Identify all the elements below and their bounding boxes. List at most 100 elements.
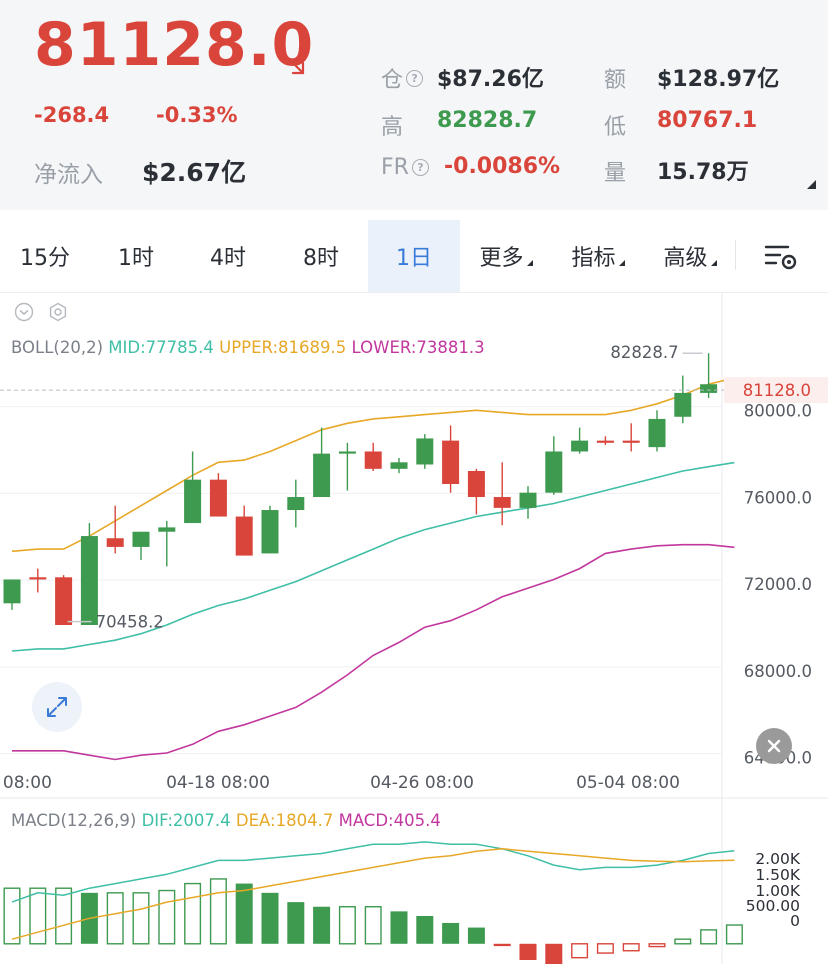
down-right-arrow-icon [287, 57, 305, 75]
macd-histogram-bar [493, 943, 511, 947]
macd-dea-label: DEA:1804.7 [235, 811, 334, 830]
collapse-chevron-icon[interactable] [14, 302, 34, 322]
tab-indicators[interactable]: 指标 [552, 220, 644, 292]
macd-histogram-bar [29, 887, 47, 945]
macd-value-label: MACD:405.4 [338, 811, 441, 830]
boll-mid-label: MID:77785.4 [108, 338, 214, 357]
open-interest-label-text: 仓 [381, 68, 404, 93]
candle-body [209, 479, 227, 517]
tab-label: 8时 [303, 246, 339, 271]
boll-lower-label: LOWER:73881.3 [351, 338, 485, 357]
y-tick-label: 72000.0 [744, 575, 812, 594]
candle-body [648, 418, 666, 448]
chart-settings-icon[interactable] [762, 240, 802, 274]
candle-body [571, 440, 589, 452]
expand-chart-button[interactable] [32, 682, 82, 732]
netflow-label: 净流入 [34, 162, 103, 188]
macd-histogram-bar [725, 924, 743, 945]
tab-label: 1日 [396, 246, 432, 271]
candle-body [338, 451, 356, 454]
tab-advanced[interactable]: 高级 [644, 220, 736, 292]
macd-histogram-bar [648, 943, 666, 948]
macd-histogram-bar [313, 906, 331, 944]
candle-body [261, 510, 279, 554]
candle-body [29, 577, 47, 580]
macd-histogram-bar [545, 943, 563, 964]
y-tick-label: 80000.0 [744, 402, 812, 421]
candle-body [545, 451, 563, 493]
tab-label: 指标 [571, 246, 616, 271]
volume-value: 15.78万 [657, 160, 749, 185]
macd-y-tick-label: 1.50K [755, 866, 801, 884]
macd-y-tick-label: 500.00 [746, 897, 800, 915]
macd-histogram-bar [442, 922, 460, 944]
macd-legend: MACD(12,26,9) DIF:2007.4 DEA:1804.7 MACD… [11, 811, 441, 830]
close-icon [767, 739, 781, 753]
macd-histogram-bar [364, 906, 382, 945]
boll-lower-line [12, 543, 735, 761]
indicator-settings-icon[interactable] [48, 302, 68, 322]
help-icon[interactable]: ? [406, 69, 424, 87]
high-label: 高 [381, 115, 404, 140]
tab-1d[interactable]: 1日 [368, 220, 460, 292]
volume-label: 量 [604, 161, 627, 186]
expand-stats-toggle[interactable] [807, 180, 816, 189]
macd-y-tick-label: 2.00K [755, 850, 801, 868]
macd-dea-line [11, 848, 735, 940]
netflow-value: $2.67亿 [142, 158, 247, 187]
macd-histogram-bar [261, 892, 279, 944]
change-absolute: -268.4 [34, 103, 110, 127]
close-button[interactable] [756, 728, 792, 764]
macd-dif-label: DIF:2007.4 [141, 811, 231, 830]
tab-more[interactable]: 更多 [460, 220, 552, 292]
candle-body [442, 440, 460, 485]
candle-body [287, 497, 305, 511]
funding-rate-label-text: FR [381, 155, 409, 180]
macd-histogram-bar [55, 887, 73, 945]
boll-upper-label: UPPER:81689.5 [219, 338, 347, 357]
candle-body [132, 531, 150, 547]
change-percent: -0.33% [156, 103, 238, 127]
tab-label: 高级 [663, 246, 708, 271]
help-icon[interactable]: ? [411, 159, 429, 176]
tab-15m[interactable]: 15分 [0, 220, 90, 292]
macd-histogram-bar [209, 878, 227, 945]
y-tick-label: 76000.0 [744, 488, 812, 507]
caret-icon [710, 260, 717, 266]
macd-histogram-bar [158, 889, 176, 945]
candle-body [364, 451, 382, 469]
kline-chart[interactable]: 80000.076000.072000.068000.064000.004-10… [0, 293, 828, 964]
candle-body [700, 384, 718, 393]
macd-dif-line [11, 841, 735, 903]
macd-histogram-bar [132, 892, 150, 945]
macd-histogram-bar [3, 887, 21, 945]
candle-body [313, 453, 331, 498]
x-tick-label: 04-10 08:00 [0, 773, 52, 793]
high-marker-label: 82828.7 [610, 343, 678, 362]
tab-label: 更多 [479, 246, 524, 271]
tab-8h[interactable]: 8时 [274, 220, 368, 292]
tab-1h[interactable]: 1时 [90, 220, 182, 292]
candle-body [390, 462, 408, 469]
caret-icon [618, 260, 625, 266]
y-tick-label: 68000.0 [744, 662, 812, 681]
candle-body [80, 536, 98, 626]
macd-y-tick-label: 1.00K [755, 882, 801, 900]
macd-y-tick-label: 0 [790, 912, 800, 930]
macd-histogram-bar [571, 943, 589, 959]
candle-body [106, 538, 124, 547]
candle-body [55, 577, 73, 626]
macd-histogram-bar [287, 902, 305, 944]
current-price-label: 81128.0 [743, 381, 811, 400]
boll-legend: BOLL(20,2) MID:77785.4 UPPER:81689.5 LOW… [11, 338, 485, 357]
current-price-badge [724, 377, 828, 404]
tab-label: 1时 [118, 246, 154, 271]
candle-body [3, 579, 21, 604]
funding-rate-label[interactable]: FR ? [381, 155, 429, 180]
macd-histogram-bar [700, 929, 718, 945]
macd-histogram-bar [596, 943, 614, 954]
candle-body [184, 479, 202, 524]
open-interest-label[interactable]: 仓 ? [381, 62, 424, 94]
macd-histogram-bar [467, 927, 485, 944]
tab-4h[interactable]: 4时 [182, 220, 274, 292]
